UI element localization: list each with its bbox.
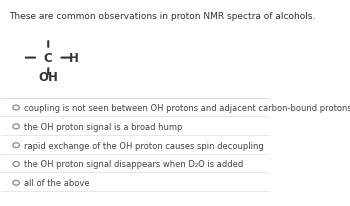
- Text: H: H: [69, 52, 78, 65]
- Text: C: C: [44, 52, 52, 65]
- Text: the OH proton signal disappears when D₂O is added: the OH proton signal disappears when D₂O…: [24, 160, 243, 169]
- Text: coupling is not seen between OH protons and adjacent carbon-bound protons: coupling is not seen between OH protons …: [24, 104, 350, 112]
- Text: all of the above: all of the above: [24, 178, 90, 187]
- Text: the OH proton signal is a broad hump: the OH proton signal is a broad hump: [24, 122, 182, 131]
- Text: OH: OH: [38, 71, 58, 84]
- Text: rapid exchange of the OH proton causes spin decoupling: rapid exchange of the OH proton causes s…: [24, 141, 264, 150]
- Text: These are common observations in proton NMR spectra of alcohols.: These are common observations in proton …: [9, 12, 316, 21]
